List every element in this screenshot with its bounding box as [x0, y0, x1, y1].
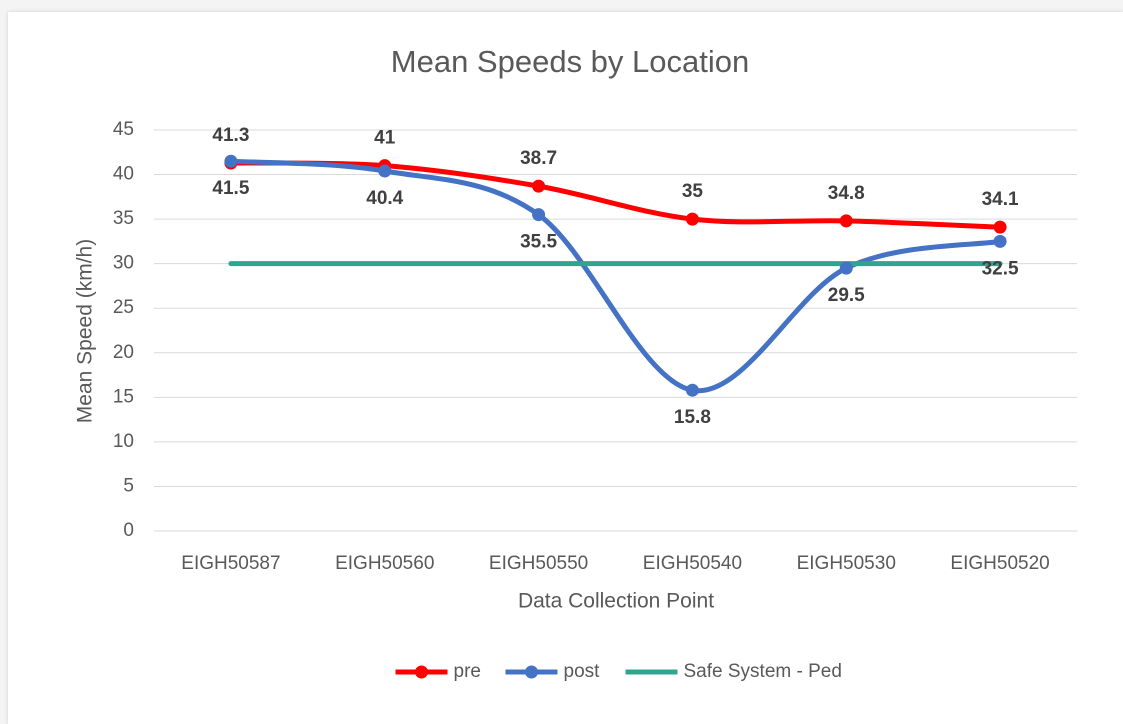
legend-label: post [564, 661, 601, 682]
x-tick-label: EIGH50540 [643, 553, 742, 574]
legend-label: pre [454, 661, 481, 682]
y-tick-label: 25 [113, 297, 134, 318]
x-tick-label: EIGH50587 [181, 553, 280, 574]
data-label: 34.1 [982, 189, 1019, 210]
y-tick-label: 45 [113, 119, 134, 140]
series-line [228, 160, 1003, 230]
data-point [685, 383, 699, 397]
data-label: 40.4 [366, 188, 403, 209]
y-tick-label: 35 [113, 208, 134, 229]
x-tick-label: EIGH50520 [950, 553, 1049, 574]
data-label: 32.5 [982, 258, 1019, 279]
x-tick-label: EIGH50560 [335, 553, 434, 574]
data-label: 29.5 [828, 285, 865, 306]
x-axis-title: Data Collection Point [518, 590, 714, 613]
x-tick-label: EIGH50530 [797, 553, 896, 574]
data-label: 41.5 [212, 178, 249, 199]
y-tick-label: 20 [113, 342, 134, 363]
y-tick-label: 5 [123, 475, 134, 496]
data-point [993, 220, 1007, 234]
data-label: 34.8 [828, 183, 865, 204]
data-point [685, 212, 699, 226]
chart-card [8, 12, 1123, 724]
x-tick-label: EIGH50550 [489, 553, 588, 574]
legend-label: Safe System - Ped [684, 661, 842, 682]
data-point [532, 179, 546, 193]
legend-marker [525, 665, 538, 679]
data-point [993, 234, 1007, 248]
y-tick-label: 30 [113, 253, 134, 274]
data-point [532, 208, 546, 222]
data-label: 38.7 [520, 148, 557, 169]
data-point [839, 261, 853, 275]
data-label: 41 [374, 128, 396, 149]
y-tick-label: 40 [113, 164, 134, 185]
chart-title: Mean Speeds by Location [391, 44, 749, 79]
data-point [224, 154, 238, 168]
y-tick-label: 15 [113, 386, 134, 407]
data-point [839, 214, 853, 228]
y-tick-label: 10 [113, 431, 134, 452]
data-label: 15.8 [674, 407, 711, 428]
y-axis-title: Mean Speed (km/h) [74, 239, 97, 423]
data-label: 41.3 [212, 125, 249, 146]
legend-marker [415, 665, 428, 679]
data-point [378, 164, 392, 178]
data-label: 35.5 [520, 232, 557, 253]
y-tick-label: 0 [123, 520, 134, 541]
data-label: 35 [682, 181, 704, 202]
series-line [228, 158, 1003, 394]
